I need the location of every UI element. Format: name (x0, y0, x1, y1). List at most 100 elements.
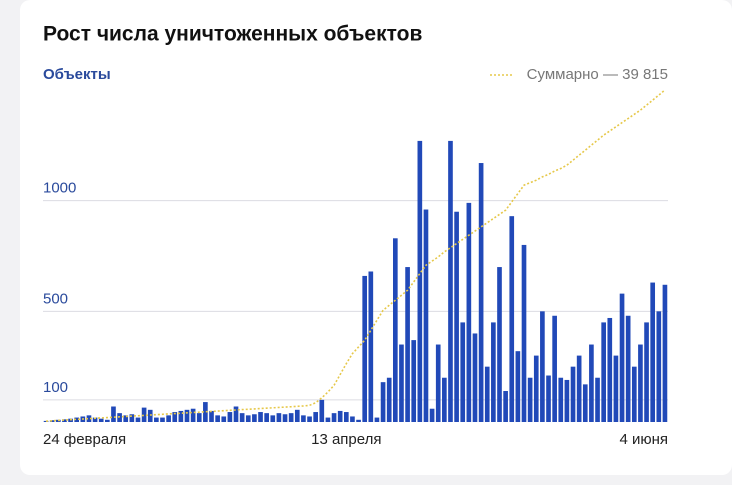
bar (466, 202, 472, 422)
bar (264, 413, 269, 422)
bar (607, 317, 613, 422)
bar (203, 402, 208, 422)
bar (147, 409, 153, 422)
bar (601, 322, 606, 422)
bar (521, 244, 527, 422)
bar (393, 238, 398, 422)
bar (570, 366, 576, 422)
bar (92, 417, 98, 422)
bar (491, 322, 496, 422)
bar (190, 408, 196, 422)
bar (503, 391, 508, 422)
bar (442, 377, 447, 422)
chart-title: Рост числа уничтоженных объектов (43, 23, 422, 46)
bar (644, 322, 649, 422)
bar (368, 271, 374, 422)
bar (74, 417, 80, 422)
bar (233, 406, 239, 422)
bar (160, 417, 165, 422)
bar (86, 415, 92, 422)
bar (184, 409, 190, 422)
bar (527, 377, 533, 422)
bar (546, 375, 551, 422)
bar (209, 410, 214, 422)
bar (405, 267, 410, 422)
bar (497, 267, 502, 422)
bar (619, 293, 625, 422)
bar (98, 418, 104, 422)
bar (399, 344, 404, 422)
bar (178, 410, 184, 422)
bar (533, 355, 539, 422)
bar (582, 384, 588, 422)
bar (576, 355, 582, 422)
bar (631, 366, 637, 422)
bar (154, 417, 159, 422)
bar (552, 315, 557, 422)
bar (294, 409, 300, 422)
bar (356, 419, 361, 422)
bar (141, 407, 147, 422)
card (20, 0, 732, 475)
bar (166, 415, 171, 422)
bar (411, 340, 417, 422)
bar (49, 420, 55, 422)
bar (460, 322, 466, 422)
bar (386, 377, 392, 422)
x-tick-label: 24 февраля (43, 431, 126, 448)
bar (252, 414, 257, 422)
bar (350, 416, 355, 422)
bar (662, 284, 668, 422)
bar (215, 415, 220, 422)
bar (484, 366, 490, 422)
bar (423, 209, 429, 422)
bar (331, 413, 337, 422)
bar (564, 379, 570, 422)
bar (43, 420, 49, 422)
bar (288, 413, 294, 422)
legend-label: Суммарно — 39 815 (527, 66, 668, 83)
x-tick-label: 4 июня (619, 431, 668, 448)
x-tick-label: 13 апреля (311, 431, 381, 448)
bar (650, 282, 656, 422)
bar (111, 406, 116, 422)
bar (625, 315, 631, 422)
bar (380, 382, 386, 422)
bar (595, 377, 600, 422)
y-tick-label: 500 (43, 290, 68, 307)
bar (429, 408, 435, 422)
cumulative-line (46, 89, 666, 422)
y-tick-label: 1000 (43, 180, 76, 197)
bar (319, 399, 325, 422)
bar (123, 415, 129, 422)
bar (62, 419, 67, 422)
bar (325, 417, 331, 422)
bar (656, 311, 662, 422)
bar (454, 211, 459, 422)
bar (435, 344, 441, 422)
bar (282, 414, 288, 422)
bar (613, 355, 619, 422)
bar (540, 311, 545, 422)
bar (105, 419, 110, 422)
bar (448, 140, 453, 422)
bar (239, 413, 245, 422)
bar (515, 351, 521, 422)
bar (509, 216, 515, 422)
bar (417, 140, 423, 422)
bar (135, 417, 141, 422)
bar (221, 416, 227, 422)
bar (337, 410, 343, 422)
y-tick-label: 100 (43, 379, 68, 396)
bar (558, 377, 564, 422)
bar (258, 412, 263, 422)
bar (478, 163, 484, 423)
bar (374, 417, 380, 422)
bar (589, 344, 594, 422)
bar (227, 412, 233, 422)
bar (362, 275, 368, 422)
bar (245, 415, 251, 422)
bar (196, 413, 202, 422)
bar (472, 333, 478, 422)
